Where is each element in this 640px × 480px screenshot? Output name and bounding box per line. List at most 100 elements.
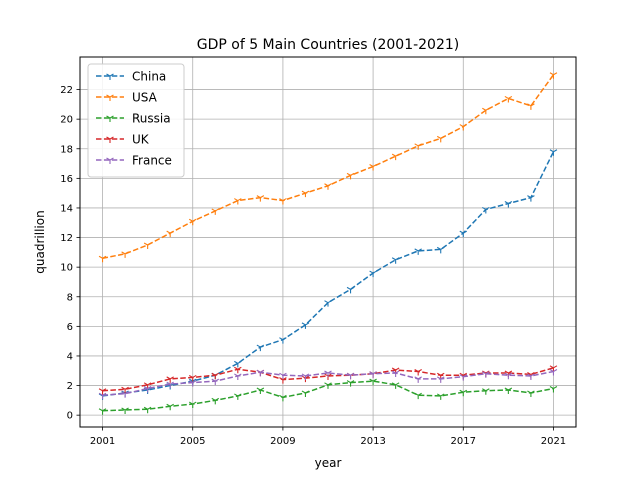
- legend-item-usa: USA: [96, 91, 158, 105]
- y-axis-label: quadrillion: [33, 210, 47, 273]
- data-point-russia: [482, 388, 490, 395]
- data-point-russia: [436, 393, 445, 400]
- y-tick-label: 18: [60, 144, 73, 155]
- y-tick-label: 2: [67, 381, 73, 392]
- data-point-usa: [301, 190, 310, 198]
- legend-item-russia: Russia: [96, 112, 171, 126]
- data-point-uk: [98, 388, 107, 395]
- x-tick-label: 2021: [541, 436, 566, 447]
- y-tick-label: 16: [60, 174, 73, 185]
- data-point-france: [98, 392, 107, 400]
- data-point-usa: [369, 164, 377, 171]
- data-point-france: [166, 381, 174, 389]
- data-point-china: [459, 230, 468, 238]
- data-point-france: [188, 380, 197, 387]
- legend-label-china: China: [132, 70, 166, 84]
- y-tick-label: 22: [60, 85, 73, 96]
- data-point-france: [324, 370, 332, 377]
- data-point-russia: [98, 408, 107, 415]
- x-axis-label: year: [315, 456, 342, 470]
- data-point-usa: [527, 103, 535, 110]
- data-point-china: [301, 322, 310, 329]
- data-point-russia: [414, 392, 422, 400]
- legend-label-usa: USA: [132, 91, 158, 105]
- data-point-uk: [188, 374, 197, 382]
- data-point-uk: [121, 386, 129, 394]
- data-point-france: [121, 391, 129, 398]
- data-point-russia: [188, 401, 197, 409]
- data-point-russia: [279, 394, 287, 402]
- data-point-china: [504, 201, 513, 208]
- data-point-france: [504, 372, 513, 380]
- y-tick-label: 10: [60, 263, 73, 274]
- data-point-uk: [166, 376, 174, 383]
- series-france: [98, 369, 558, 400]
- legend-item-china: China: [96, 70, 166, 84]
- data-point-russia: [391, 382, 400, 389]
- data-point-china: [369, 270, 377, 278]
- y-tick-label: 0: [67, 411, 73, 422]
- y-tick-label: 14: [60, 203, 73, 214]
- data-point-uk: [211, 372, 220, 380]
- data-point-russia: [459, 389, 468, 397]
- legend-item-france: France: [96, 154, 172, 168]
- x-tick-label: 2013: [360, 436, 385, 447]
- data-point-russia: [549, 386, 558, 393]
- data-point-france: [143, 386, 152, 393]
- data-point-france: [436, 376, 445, 383]
- data-point-usa: [143, 242, 152, 249]
- data-point-usa: [324, 183, 332, 190]
- data-point-russia: [369, 378, 377, 386]
- data-point-usa: [504, 95, 513, 103]
- data-point-france: [234, 373, 242, 380]
- series-layer: [98, 72, 558, 415]
- data-point-china: [234, 360, 242, 368]
- data-point-usa: [166, 230, 174, 238]
- y-tick-label: 8: [67, 292, 73, 303]
- series-uk: [98, 365, 558, 395]
- x-tick-label: 2005: [180, 436, 205, 447]
- data-point-china: [324, 300, 332, 307]
- data-point-usa: [188, 218, 197, 226]
- data-point-france: [414, 376, 422, 383]
- data-point-usa: [256, 195, 265, 202]
- data-point-usa: [211, 208, 220, 215]
- data-point-russia: [301, 390, 310, 397]
- data-point-france: [369, 371, 377, 378]
- series-usa: [98, 72, 558, 263]
- legend-marker-china: [106, 73, 114, 80]
- legend-marker-usa: [106, 94, 114, 101]
- data-point-china: [256, 344, 265, 352]
- data-point-usa: [234, 198, 242, 205]
- data-point-china: [436, 246, 445, 254]
- data-point-usa: [549, 72, 558, 79]
- data-point-france: [549, 369, 558, 376]
- data-point-usa: [346, 172, 355, 180]
- legend-label-france: France: [132, 154, 172, 168]
- data-point-russia: [527, 390, 535, 397]
- legend-marker-uk: [106, 136, 114, 143]
- data-point-usa: [121, 251, 129, 258]
- data-point-china: [391, 257, 400, 264]
- y-tick-label: 12: [60, 233, 73, 244]
- y-tick-label: 6: [67, 322, 73, 333]
- chart-title: GDP of 5 Main Countries (2001-2021): [197, 37, 460, 53]
- data-point-russia: [166, 403, 174, 411]
- data-point-usa: [436, 135, 445, 143]
- data-point-usa: [414, 143, 422, 150]
- data-point-russia: [256, 387, 265, 394]
- y-tick-label: 20: [60, 115, 73, 126]
- data-point-usa: [279, 198, 287, 205]
- data-point-france: [279, 372, 287, 380]
- data-point-france: [301, 373, 310, 380]
- ticks: 2001 2005 2009 2013 2017 2021 0 2 4 6 8 10 12 14 16 18 2…: [60, 85, 566, 447]
- data-point-china: [527, 195, 535, 202]
- legend: China USA Russia UK France: [87, 63, 185, 178]
- data-point-china: [346, 286, 355, 294]
- legend-marker-russia: [106, 115, 114, 122]
- data-point-france: [391, 370, 400, 377]
- data-point-france: [256, 369, 265, 377]
- data-point-china: [482, 206, 490, 214]
- data-point-russia: [211, 397, 220, 405]
- data-point-usa: [391, 153, 400, 161]
